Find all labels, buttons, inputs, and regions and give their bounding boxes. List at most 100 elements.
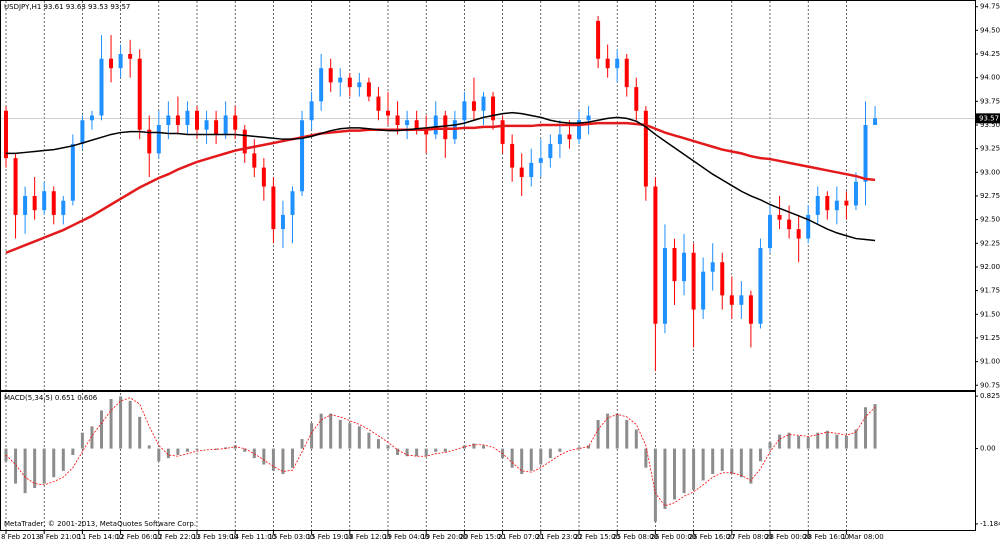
macd-bar: [558, 448, 562, 452]
macd-bar: [577, 447, 581, 449]
macd-bar: [33, 448, 37, 489]
candle-body: [376, 96, 381, 111]
x-tick-label: 1 Mar 08:00: [841, 533, 883, 541]
candle-body: [290, 191, 295, 215]
candle-body: [195, 110, 199, 130]
macd-bar: [835, 434, 839, 449]
macd-bar: [224, 447, 228, 449]
macd-bar: [653, 448, 657, 522]
candle-body: [529, 162, 534, 178]
macd-bar: [23, 448, 27, 494]
macd-bar: [797, 435, 801, 449]
moving-average: [5, 121, 876, 254]
macd-bar: [376, 439, 380, 449]
macd-bar: [271, 448, 275, 471]
y-tick-label: 93.00: [980, 168, 1000, 176]
macd-bar: [176, 448, 180, 455]
candle-body: [32, 195, 37, 211]
x-tick-label: 8 Feb 21:00: [39, 533, 80, 541]
macd-bar: [90, 426, 94, 449]
macd-bar: [61, 448, 65, 471]
candle-body: [51, 191, 56, 215]
candle-body: [557, 134, 562, 144]
candle-body: [319, 68, 324, 102]
y-tick-label: -1.184: [980, 520, 1000, 528]
macd-bar: [157, 448, 161, 462]
x-tick-label: 28 Feb 00:00: [765, 533, 811, 541]
price-title: USDJPY,H1 93.61 93.63 93.53 93.57: [4, 3, 130, 11]
macd-bar: [443, 448, 447, 452]
macd-bar: [386, 445, 390, 449]
macd-bar: [166, 448, 170, 459]
candle-body: [634, 87, 639, 111]
x-tick-label: 15 Feb 19:00: [307, 533, 353, 541]
macd-bar: [291, 448, 294, 468]
y-tick-label: 93.50: [980, 121, 1000, 129]
candle-body: [519, 167, 524, 178]
x-tick-label: 12 Feb 06:00: [116, 533, 162, 541]
x-tick-label: 21 Feb 23:00: [536, 533, 582, 541]
macd-bar: [185, 448, 189, 452]
macd-bar: [825, 430, 829, 449]
candle-body: [309, 101, 314, 121]
x-tick-label: 19 Feb 04:00: [383, 533, 429, 541]
macd-bar: [71, 448, 75, 455]
y-tick-label: 94.00: [980, 74, 1000, 82]
y-tick-label: 94.50: [980, 26, 1000, 34]
candle-body: [280, 214, 285, 230]
macd-bar: [396, 448, 400, 455]
macd-bar: [682, 448, 686, 494]
macd-bar: [606, 413, 610, 449]
candle-body: [825, 195, 830, 211]
macd-bar: [348, 423, 352, 449]
candle-body: [137, 58, 142, 130]
y-tick-label: 90.75: [980, 381, 1000, 389]
macd-bar: [844, 435, 848, 449]
candle-body: [233, 115, 238, 130]
candle-body: [720, 262, 725, 296]
candle-body: [596, 20, 601, 59]
macd-bar: [300, 439, 304, 449]
candle-body: [682, 252, 687, 282]
macd-bar: [625, 419, 629, 449]
macd-bar: [701, 448, 705, 481]
candle-body: [328, 68, 333, 83]
macd-bar: [864, 407, 867, 449]
macd-bar: [434, 448, 438, 452]
candle-body: [424, 129, 429, 135]
candle-body: [271, 186, 276, 230]
candle-body: [357, 82, 362, 88]
candle-body: [815, 195, 820, 215]
y-tick-label: 92.50: [980, 216, 1000, 224]
candle-body: [710, 262, 715, 272]
macd-bar: [673, 448, 676, 500]
candle-body: [405, 120, 410, 125]
macd-bar: [367, 432, 371, 449]
macd-bar: [749, 448, 753, 484]
candle-body: [109, 58, 114, 69]
candle-body: [433, 115, 438, 135]
macd-bar: [739, 448, 743, 478]
x-tick-label: 8 Feb 2013: [1, 533, 40, 541]
candle-body: [252, 153, 257, 168]
macd-bar: [510, 448, 514, 468]
candle-body: [538, 158, 543, 163]
x-tick-label: 26 Feb 00:00: [650, 533, 696, 541]
macd-bar: [119, 396, 123, 449]
candle-body: [462, 101, 467, 121]
candle-body: [491, 96, 496, 121]
macd-bar: [338, 419, 342, 449]
macd-bar: [644, 448, 648, 468]
macd-title: MACD(5,34,5) 0.651 0.606: [4, 394, 98, 402]
macd-bar: [405, 448, 409, 457]
macd-bar: [109, 398, 113, 449]
macd-bar: [310, 423, 314, 449]
y-tick-label: 92.25: [980, 239, 1000, 247]
candle-body: [395, 115, 400, 125]
y-tick-label: 91.25: [980, 334, 1000, 342]
candle-body: [729, 295, 734, 305]
last-price-box: [976, 113, 1000, 124]
candle-body: [214, 120, 219, 135]
